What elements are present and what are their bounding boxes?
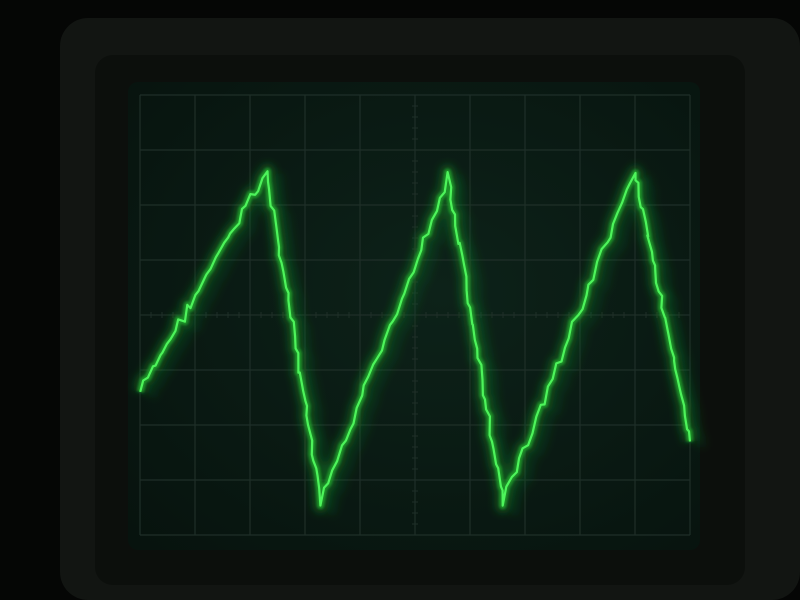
trace-core [139,170,692,507]
trace-ghost [147,172,707,517]
waveform-trace [132,163,707,517]
